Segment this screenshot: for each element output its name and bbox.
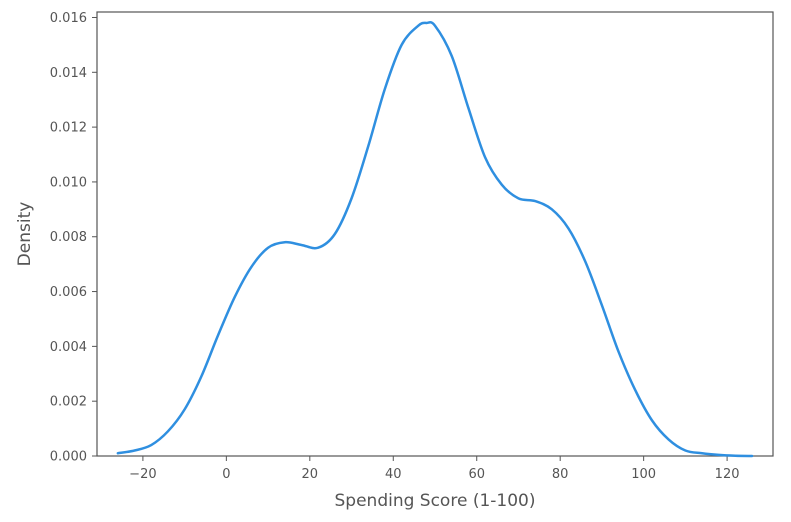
x-tick-label: 80 (552, 467, 569, 482)
x-tick-label: 20 (302, 467, 319, 482)
x-tick-label: 40 (385, 467, 402, 482)
x-tick-label: 0 (222, 467, 230, 482)
y-tick-label: 0.016 (50, 11, 87, 26)
x-axis-label: Spending Score (1-100) (335, 491, 536, 511)
y-tick-label: 0.010 (50, 175, 87, 190)
y-tick-label: 0.008 (50, 230, 87, 245)
x-tick-label: −20 (129, 467, 156, 482)
x-tick-label: 100 (631, 467, 656, 482)
y-tick-label: 0.000 (50, 450, 87, 465)
plot-frame (96, 11, 774, 457)
y-tick-label: 0.002 (50, 395, 87, 410)
x-tick-label: 120 (715, 467, 740, 482)
ticks-group: −20 0 20 40 60 80 100 120 0.000 0.002 0.004 0.006 0.… (50, 11, 740, 482)
y-tick-label: 0.004 (50, 340, 87, 355)
density-line (116, 21, 754, 458)
y-tick-label: 0.006 (50, 285, 87, 300)
y-axis-label: Density (15, 202, 35, 267)
y-tick-label: 0.014 (50, 66, 87, 81)
y-tick-label: 0.012 (50, 121, 87, 136)
x-tick-label: 60 (468, 467, 485, 482)
